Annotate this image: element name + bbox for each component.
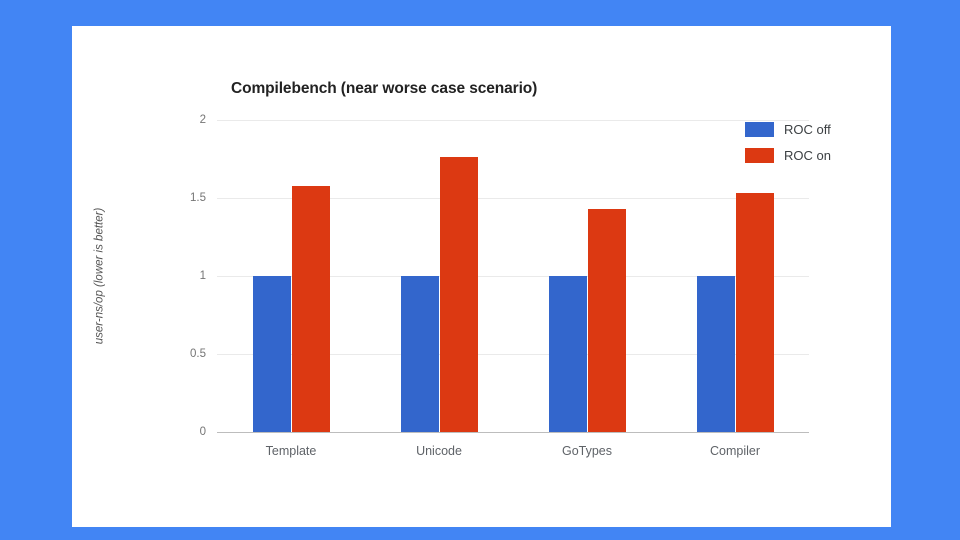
gridline-0.5: 0.5 xyxy=(190,348,809,360)
gridline-2: 2 xyxy=(200,114,809,126)
y-axis-title-label: user-ns/op (lower is better) xyxy=(93,207,105,345)
chart-title: Compilebench (near worse case scenario) xyxy=(231,80,538,97)
bar-template-roc-on[interactable] xyxy=(291,185,330,432)
y-axis-tick-label: 1.5 xyxy=(190,192,206,204)
bar-group: GoTypes xyxy=(548,120,626,458)
bar-chart: Compilebench (near worse case scenario) … xyxy=(72,26,891,527)
bar-unicode-roc-on[interactable] xyxy=(439,157,478,432)
gridline-1.5: 1.5 xyxy=(190,192,809,204)
legend-label: ROC off xyxy=(784,121,831,137)
plot-area: 0 0.5 1 1.5 2 Template Unicode GoTypes Compiler xyxy=(190,114,809,458)
legend-item-roc-off[interactable]: ROC off xyxy=(745,116,885,142)
legend-swatch-icon xyxy=(745,121,774,137)
bar-group: Template xyxy=(252,120,330,458)
x-axis-tick-label-template: Template xyxy=(265,444,317,458)
bar-gotypes-roc-off[interactable] xyxy=(548,276,587,432)
bar-gotypes-roc-on[interactable] xyxy=(587,208,626,432)
chart-card: Compilebench (near worse case scenario) … xyxy=(72,26,891,527)
bar-unicode-roc-off[interactable] xyxy=(400,276,439,432)
legend-swatch-icon xyxy=(745,147,774,163)
gridline-1: 1 xyxy=(200,270,809,282)
x-axis-tick-label-compiler: Compiler xyxy=(709,444,760,458)
y-axis-tick-label: 2 xyxy=(199,114,206,126)
y-axis-tick-label: 0 xyxy=(199,426,206,438)
gridline-0: 0 xyxy=(200,426,809,438)
y-axis-tick-label: 1 xyxy=(199,270,206,282)
bar-compiler-roc-on[interactable] xyxy=(735,193,774,432)
legend-item-roc-on[interactable]: ROC on xyxy=(745,142,885,168)
x-axis-tick-label-unicode: Unicode xyxy=(416,444,462,458)
bar-group: Unicode xyxy=(400,120,478,458)
bar-compiler-roc-off[interactable] xyxy=(696,276,735,432)
y-axis-tick-label: 0.5 xyxy=(190,348,206,360)
bar-template-roc-off[interactable] xyxy=(252,276,291,432)
bar-group: Compiler xyxy=(696,120,774,458)
x-axis-tick-label-gotypes: GoTypes xyxy=(561,444,613,458)
legend-label: ROC on xyxy=(784,147,831,163)
y-axis-title: user-ns/op (lower is better) xyxy=(90,120,108,432)
chart-legend: ROC off ROC on xyxy=(745,116,885,168)
